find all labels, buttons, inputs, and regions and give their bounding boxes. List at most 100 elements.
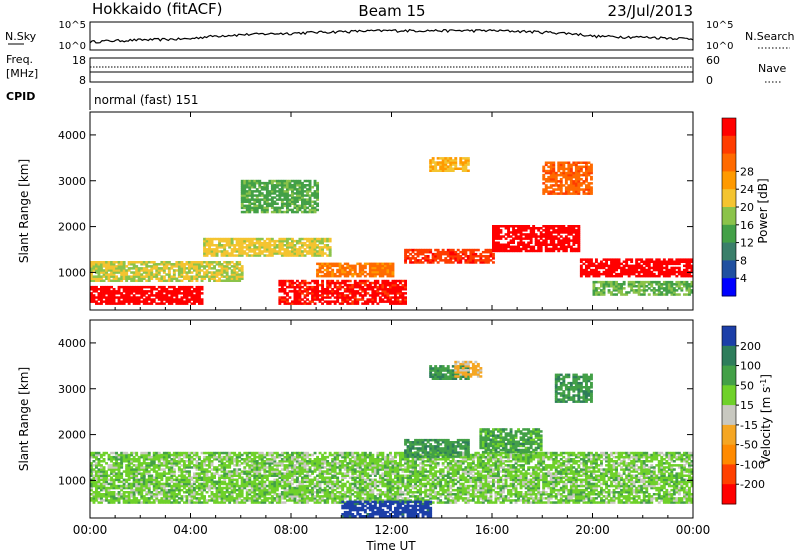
heatmap-cell — [665, 291, 669, 294]
heatmap-cell — [283, 186, 287, 189]
heatmap-cell — [444, 167, 448, 170]
heatmap-cell — [110, 292, 113, 295]
heatmap-cell — [137, 488, 141, 492]
heatmap-cell — [404, 296, 407, 299]
heatmap-cell — [278, 300, 282, 303]
heatmap-cell — [512, 225, 515, 228]
heatmap-cell — [195, 462, 199, 465]
heatmap-cell — [574, 167, 578, 171]
heatmap-cell — [160, 493, 164, 496]
heatmap-cell — [579, 161, 583, 164]
heatmap-cell — [615, 266, 618, 270]
heatmap-cell — [230, 470, 234, 473]
heatmap-cell — [384, 285, 387, 289]
heatmap-cell — [356, 281, 360, 285]
heatmap-cell — [316, 188, 319, 191]
heatmap-cell — [288, 208, 292, 212]
heatmap-cell — [180, 458, 184, 461]
heatmap-cell — [110, 464, 113, 467]
heatmap-cell — [190, 261, 194, 264]
heatmap-cell — [205, 237, 209, 241]
heatmap-cell — [270, 244, 274, 247]
heatmap-cell — [208, 451, 211, 455]
heatmap-cell — [203, 248, 206, 251]
heatmap-cell — [368, 274, 372, 278]
heatmap-cell — [381, 285, 385, 289]
heatmap-cell — [215, 486, 219, 490]
heatmap-cell — [288, 198, 292, 201]
heatmap-cell — [499, 247, 503, 251]
heatmap-cell — [492, 261, 495, 264]
heatmap-cell — [316, 244, 319, 247]
heatmap-cell — [497, 225, 500, 228]
heatmap-cell — [590, 165, 593, 169]
heatmap-cell — [152, 285, 156, 289]
heatmap-cell — [180, 480, 184, 484]
heatmap-cell — [288, 194, 292, 197]
heatmap-cell — [391, 290, 395, 293]
heatmap-cell — [180, 296, 184, 299]
heatmap-cell — [95, 462, 98, 465]
heatmap-cell — [223, 451, 227, 455]
heatmap-cell — [461, 161, 465, 164]
heatmap-cell — [170, 486, 174, 490]
heatmap-cell — [361, 294, 365, 297]
heatmap-cell — [650, 283, 654, 286]
heatmap-cell — [474, 255, 478, 258]
colorbar-tick-label: 4 — [740, 272, 747, 285]
heatmap-cell — [200, 277, 204, 280]
colorbar-swatch — [722, 224, 736, 244]
heatmap-cell — [657, 291, 661, 294]
heatmap-cell — [190, 279, 194, 282]
heatmap-cell — [321, 288, 324, 291]
heatmap-cell — [605, 264, 608, 268]
heatmap-cell — [253, 482, 257, 486]
heatmap-cell — [245, 480, 249, 484]
heatmap-cell — [441, 259, 445, 262]
heatmap-cell — [147, 302, 151, 305]
heatmap-cell — [190, 271, 194, 274]
heatmap-cell — [298, 186, 302, 189]
heatmap-cell — [552, 231, 556, 234]
heatmap-cell — [637, 289, 641, 292]
heatmap-cell — [240, 491, 244, 494]
heatmap-cell — [278, 246, 282, 249]
heatmap-cell — [112, 497, 116, 500]
heatmap-cell — [125, 265, 129, 268]
heatmap-cell — [225, 275, 229, 278]
heatmap-cell — [318, 250, 322, 253]
heatmap-cell — [559, 241, 563, 244]
heatmap-cell — [160, 277, 164, 280]
heatmap-cell — [680, 287, 684, 290]
heatmap-cell — [172, 271, 176, 274]
heatmap-cell — [439, 259, 443, 262]
heatmap-cell — [321, 252, 324, 255]
heatmap-cell — [585, 260, 588, 263]
heatmap-cell — [657, 285, 661, 288]
heatmap-cell — [333, 281, 337, 285]
heatmap-cell — [278, 192, 282, 195]
heatmap-cell — [218, 460, 221, 463]
heatmap-cell — [554, 243, 558, 246]
heatmap-cell — [386, 264, 390, 268]
heatmap-cell — [587, 260, 591, 263]
heatmap-cell — [336, 288, 340, 291]
heatmap-cell — [386, 290, 390, 293]
heatmap-cell — [363, 262, 367, 266]
heatmap-cell — [479, 257, 483, 260]
heatmap-cell — [107, 464, 111, 467]
heatmap-cell — [328, 266, 332, 270]
heatmap-cell — [253, 460, 257, 463]
heatmap-cell — [587, 190, 591, 193]
heatmap-cell — [125, 288, 129, 291]
heatmap-cell — [137, 468, 141, 471]
heatmap-cell — [223, 275, 227, 278]
heatmap-cell — [117, 484, 121, 488]
heatmap-cell — [218, 246, 221, 249]
heatmap-cell — [120, 453, 124, 457]
heatmap-cell — [318, 239, 322, 243]
heatmap-cell — [92, 499, 96, 502]
heatmap-cell — [293, 181, 297, 185]
heatmap-cell — [248, 474, 252, 477]
heatmap-cell — [248, 194, 252, 197]
